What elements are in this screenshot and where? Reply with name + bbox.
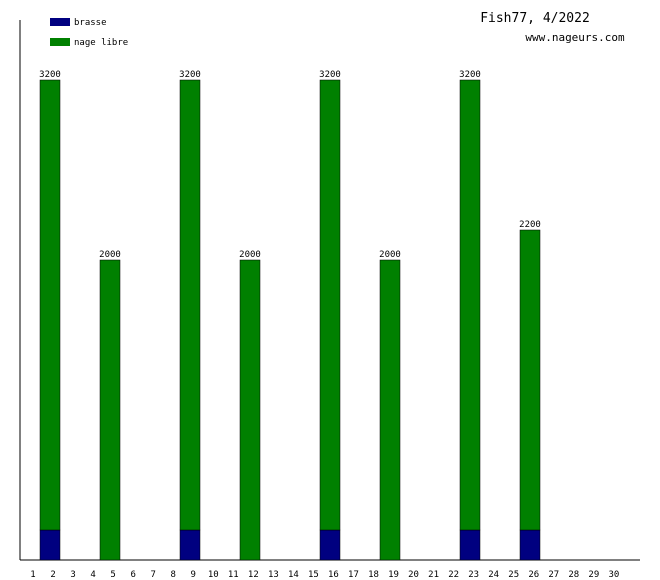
x-tick-label: 16 [328,570,339,580]
x-tick-label: 11 [228,570,239,580]
bar-segment [319,529,341,561]
bar-segment [239,259,261,561]
x-tick-label: 5 [110,570,115,580]
legend-swatch [50,38,70,46]
bar-segment [519,529,541,561]
data-label: 3200 [459,70,481,80]
bar-segment [179,79,201,531]
data-label: 2000 [239,250,261,260]
x-tick-label: 4 [90,570,95,580]
x-tick-label: 14 [288,570,299,580]
bar-segment [99,259,121,561]
x-tick-label: 13 [268,570,279,580]
bar-segment [179,529,201,561]
data-label: 3200 [179,70,201,80]
x-tick-label: 19 [388,570,399,580]
x-tick-label: 7 [150,570,155,580]
x-tick-label: 8 [170,570,175,580]
x-tick-label: 2 [50,570,55,580]
legend-label: brasse [74,18,107,28]
x-tick-label: 10 [208,570,219,580]
x-tick-label: 21 [428,570,439,580]
x-tick-label: 23 [468,570,479,580]
x-tick-label: 27 [548,570,559,580]
legend-swatch [50,18,70,26]
bar-segment [519,229,541,531]
x-tick-label: 20 [408,570,419,580]
x-tick-label: 6 [130,570,135,580]
x-tick-label: 15 [308,570,319,580]
x-tick-label: 17 [348,570,359,580]
chart-title: Fish77, 4/2022 [480,11,590,26]
bar-segment [379,259,401,561]
data-label: 2000 [379,250,401,260]
data-label: 3200 [319,70,341,80]
x-tick-label: 25 [508,570,519,580]
x-tick-label: 22 [448,570,459,580]
x-tick-label: 1 [30,570,35,580]
bar-segment [319,79,341,531]
data-label: 2200 [519,220,541,230]
data-label: 3200 [39,70,61,80]
x-tick-label: 30 [608,570,619,580]
bar-segment [459,529,481,561]
bar-segment [459,79,481,531]
x-tick-label: 9 [191,570,196,580]
x-tick-label: 12 [248,570,259,580]
data-label: 2000 [99,250,121,260]
x-tick-label: 3 [70,570,75,580]
x-tick-label: 28 [568,570,579,580]
legend-label: nage libre [74,38,128,48]
bar-segment [39,529,61,561]
x-tick-label: 18 [368,570,379,580]
chart-subtitle: www.nageurs.com [525,31,625,44]
x-tick-label: 26 [528,570,539,580]
x-tick-label: 29 [588,570,599,580]
x-tick-label: 24 [488,570,499,580]
bar-segment [39,79,61,531]
